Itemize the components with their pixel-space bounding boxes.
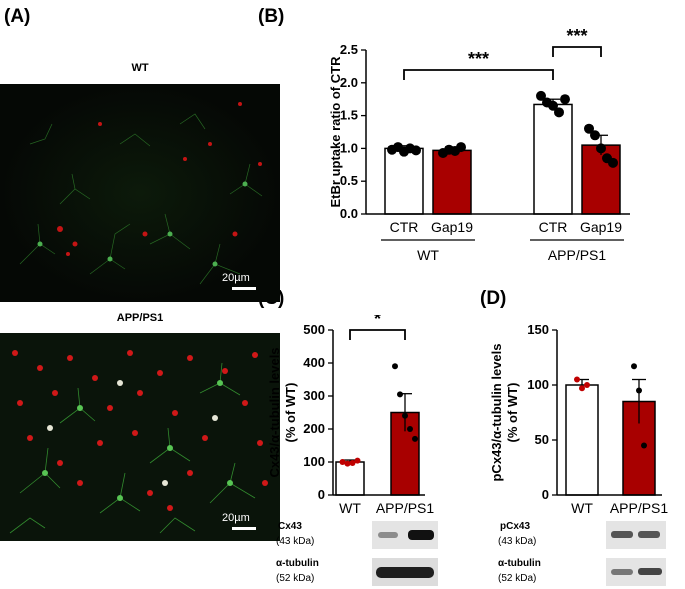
y-tick-label: 50 (535, 432, 549, 447)
data-point (407, 426, 413, 432)
data-point (590, 130, 600, 141)
x-tick-label: Gap19 (580, 219, 622, 235)
panel-label-b: (B) (258, 6, 285, 27)
x-tick-label: CTR (539, 219, 568, 235)
y-tick-label: 1.5 (340, 108, 358, 123)
data-point (636, 387, 642, 394)
data-point (608, 157, 618, 168)
data-point (574, 376, 580, 383)
y-axis-title: Cx43/α-tubulin levels (267, 347, 282, 477)
micrograph-app-label: APP/PS1 (116, 312, 164, 324)
blot-c-kda-2: (52 kDa) (276, 573, 315, 584)
y-tick-label: 2.5 (340, 42, 358, 57)
blot-c-name-2: α-tubulin (276, 558, 319, 569)
data-point (344, 460, 351, 467)
y-tick-label: 0 (542, 487, 549, 502)
y-tick-label: 150 (527, 322, 549, 337)
x-tick-label: CTR (390, 219, 419, 235)
blot-d-name-2: α-tubulin (498, 558, 541, 569)
data-point (402, 412, 408, 419)
bar (581, 144, 621, 215)
data-point (596, 143, 606, 154)
data-point (560, 94, 570, 105)
y-tick-label: 100 (527, 377, 549, 392)
blot-d-pcx43 (606, 521, 666, 549)
y-axis-title: pCx43/α-tubulin levels (489, 343, 504, 481)
blot-d-name-1: pCx43 (500, 521, 531, 532)
y-axis-title: EtBr uptake ratio of CTR (328, 56, 343, 208)
y-tick-label: 0.0 (340, 206, 358, 221)
significance-label: *** (566, 26, 587, 46)
data-point (456, 142, 466, 153)
data-point (584, 382, 590, 388)
group-label: WT (417, 247, 439, 263)
x-tick-label: WT (339, 500, 361, 516)
significance-label: *** (468, 49, 489, 69)
data-point (349, 459, 356, 466)
blot-c-cx43 (372, 521, 438, 549)
blot-d-kda-2: (52 kDa) (498, 573, 537, 584)
y-tick-label: 100 (303, 454, 325, 469)
micrograph-wt-label: WT (131, 62, 149, 74)
blot-c-kda-1: (43 kDa) (276, 536, 315, 547)
data-point (584, 123, 594, 134)
y-tick-label: 1.0 (340, 140, 358, 155)
chart-c: 0 100 200 300 400 500 Cx43/α-tubulin levels (% … (267, 315, 435, 516)
data-point (411, 145, 421, 156)
y-tick-label: 200 (303, 421, 325, 436)
data-point (412, 435, 418, 442)
micrograph-app-image: 20µm (0, 333, 280, 541)
data-point (536, 90, 546, 101)
blot-c-tubulin (372, 558, 438, 586)
chart-d: 0 50 100 150 pCx43/α-tubulin levels (% of WT)… (489, 322, 669, 516)
y-tick-label: 300 (303, 388, 325, 403)
data-point (554, 107, 564, 118)
micrograph-wt-image: 20µm (0, 84, 280, 302)
data-point (397, 391, 403, 398)
micrograph-app: 20µm (0, 333, 280, 541)
y-tick-label: 0.5 (340, 173, 358, 188)
x-tick-label: APP/PS1 (610, 500, 669, 516)
panel-label-d: (D) (480, 288, 507, 309)
y-tick-label: 2.0 (340, 75, 358, 90)
y-axis-title: (% of WT) (505, 383, 520, 443)
x-tick-label: APP/PS1 (376, 500, 435, 516)
x-tick-label: WT (571, 500, 593, 516)
bar (384, 147, 424, 215)
y-tick-label: 500 (303, 322, 325, 337)
bar (565, 384, 599, 496)
data-point (339, 459, 346, 465)
significance-bracket (349, 329, 406, 340)
panel-label-a: (A) (4, 6, 31, 27)
group-label: APP/PS1 (548, 247, 607, 263)
data-point (354, 457, 361, 464)
blot-c-name-1: Cx43 (278, 521, 302, 532)
bar (335, 461, 365, 496)
scale-bar-app: 20µm (222, 512, 250, 524)
data-point (631, 363, 637, 370)
bar (533, 103, 573, 215)
data-point (548, 100, 558, 111)
blot-d-tubulin (606, 558, 666, 586)
significance-bracket (552, 46, 602, 57)
blot-d-kda-1: (43 kDa) (498, 536, 537, 547)
y-axis-title: (% of WT) (283, 383, 298, 443)
micrograph-wt: 20µm (0, 84, 280, 302)
data-point (579, 385, 585, 392)
data-point (392, 363, 398, 370)
y-tick-label: 0 (318, 487, 325, 502)
scale-bar-wt: 20µm (222, 272, 250, 284)
data-point (641, 442, 647, 449)
significance-label: * (374, 315, 381, 329)
significance-bracket (403, 69, 554, 80)
y-tick-label: 400 (303, 355, 325, 370)
bar (432, 149, 472, 215)
x-tick-label: Gap19 (431, 219, 473, 235)
